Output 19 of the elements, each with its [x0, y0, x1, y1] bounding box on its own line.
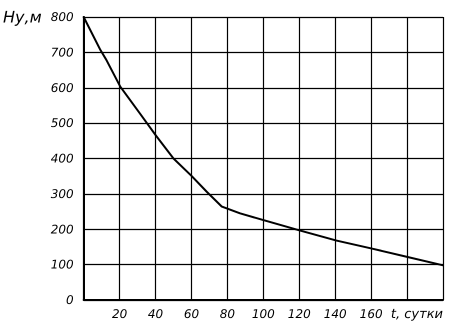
y-tick-label: 800	[50, 10, 74, 24]
y-tick-label: 700	[50, 45, 74, 60]
x-tick-label: 100	[252, 307, 276, 321]
y-tick-label: 0	[66, 293, 74, 307]
y-tick-label: 400	[50, 152, 74, 166]
x-tick-label: 120	[288, 307, 312, 321]
y-axis-title: Hу,м	[3, 8, 42, 26]
x-tick-label: 160	[360, 307, 383, 321]
x-tick-label: 140	[324, 307, 348, 321]
x-axis-title: t, сутки	[390, 307, 443, 322]
x-tick-label: 40	[148, 307, 164, 321]
y-tick-label: 300	[50, 186, 74, 201]
x-tick-label: 20	[112, 307, 128, 321]
y-tick-label: 600	[50, 80, 74, 95]
y-tick-label: 500	[50, 116, 74, 130]
x-tick-label: 80	[220, 307, 236, 321]
y-tick-label: 200	[50, 222, 74, 236]
x-tick-label: 60	[184, 307, 200, 321]
y-tick-label: 100	[50, 258, 74, 272]
